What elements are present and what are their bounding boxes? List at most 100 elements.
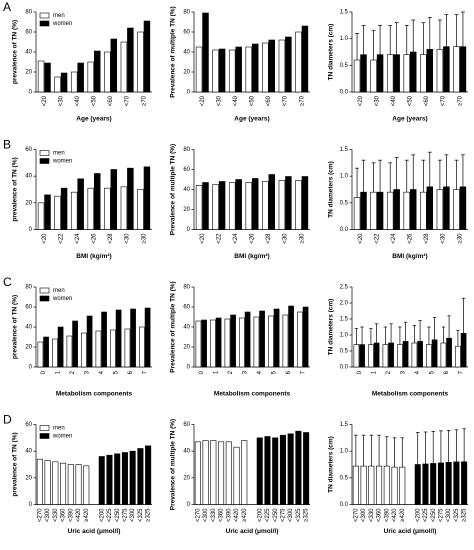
bar	[124, 328, 131, 368]
bar	[426, 344, 432, 368]
bar	[137, 448, 144, 505]
bar	[376, 54, 384, 93]
y-tick-label: 0.0	[340, 227, 349, 233]
y-tick-label: 0	[29, 502, 33, 508]
x-tick-label: <250	[431, 508, 437, 522]
bar	[353, 59, 361, 93]
bar	[52, 461, 59, 505]
x-tick-label: <24	[75, 233, 81, 244]
bar	[287, 433, 294, 505]
bar	[430, 463, 437, 505]
x-tick-label: 5	[429, 370, 435, 374]
bar	[143, 166, 151, 230]
legend-label: men	[53, 288, 65, 294]
bar	[210, 440, 217, 505]
bar	[67, 464, 74, 505]
bar	[426, 49, 434, 93]
bar	[60, 462, 67, 505]
y-tick-label: 80	[183, 285, 190, 291]
bar	[436, 49, 444, 93]
y-tick-label: 60	[183, 305, 190, 311]
bar	[233, 446, 240, 505]
x-axis-label: Age (years)	[76, 116, 111, 123]
x-tick-label: <270	[37, 508, 43, 522]
bar	[295, 180, 302, 230]
bar	[391, 466, 398, 505]
x-axis-label: Age (years)	[234, 116, 269, 123]
x-tick-label: <420	[392, 508, 398, 522]
bar	[70, 191, 78, 230]
bar	[431, 339, 438, 368]
y-tick-label: 20	[183, 345, 190, 351]
bar	[194, 441, 201, 505]
x-tick-label: <420	[234, 508, 240, 522]
x-tick-label: <300	[288, 508, 294, 522]
x-tick-label: <30	[58, 95, 64, 106]
x-tick-label: 4	[99, 370, 105, 374]
y-axis-label: prevalence of TN (%)	[12, 157, 19, 221]
bar	[230, 314, 236, 368]
legend-label: men	[53, 13, 65, 19]
y-tick-label: 40	[25, 449, 32, 455]
x-tick-label: <300	[203, 508, 209, 522]
x-tick-label: ≥420	[84, 508, 90, 522]
bar	[273, 308, 280, 368]
y-tick-label: 60	[25, 422, 32, 428]
bar	[288, 305, 294, 368]
x-tick-label: <330	[53, 508, 59, 522]
bar	[95, 330, 102, 368]
bar	[235, 46, 242, 93]
bar	[225, 441, 232, 505]
y-tick-label: 0.5	[340, 349, 349, 355]
bar	[241, 440, 248, 505]
x-tick-label: 7	[300, 370, 306, 374]
y-tick-label: 0	[187, 502, 191, 508]
bar	[417, 341, 423, 368]
bar	[409, 189, 417, 230]
y-axis-label: prevalence of TN (%)	[12, 20, 19, 84]
x-tick-label: <20	[358, 233, 364, 244]
x-tick-label: <24	[233, 233, 239, 244]
x-tick-label: <390	[226, 508, 232, 522]
y-tick-label: 40	[183, 449, 190, 455]
bar	[264, 436, 271, 505]
legend-swatch	[39, 12, 50, 19]
bar	[94, 173, 101, 230]
panel-letter: B	[3, 138, 11, 152]
bar	[353, 344, 360, 368]
bar	[72, 320, 78, 368]
legend-swatch	[39, 158, 50, 164]
x-tick-label: <28	[266, 233, 272, 244]
bar	[57, 326, 64, 368]
y-tick-label: 0	[187, 90, 191, 96]
bar	[98, 456, 105, 505]
x-tick-label: <20	[42, 233, 48, 244]
y-tick-label: 0	[187, 365, 191, 371]
bar	[279, 434, 286, 505]
x-tick-label: <390	[68, 508, 74, 522]
bar	[212, 49, 219, 93]
x-tick-label: <30	[125, 233, 131, 244]
x-tick-label: 1	[55, 370, 61, 374]
bar	[195, 185, 203, 230]
bar	[455, 345, 461, 368]
x-tick-label: <300	[361, 508, 367, 522]
x-tick-label: <200	[99, 508, 105, 522]
legend-swatch	[39, 433, 50, 439]
bar	[360, 465, 367, 505]
bar	[252, 43, 259, 93]
legend-label: men	[53, 151, 65, 157]
x-tick-label: <330	[369, 508, 375, 522]
x-tick-label: <270	[353, 508, 359, 522]
y-tick-label: 40	[25, 174, 32, 180]
bar	[376, 191, 384, 230]
x-tick-label: ≥30	[457, 233, 463, 244]
bar	[370, 191, 377, 230]
y-tick-label: 40	[183, 325, 190, 331]
x-tick-label: <40	[391, 95, 397, 106]
x-tick-label: 3	[242, 370, 248, 374]
x-tick-label: 3	[84, 370, 90, 374]
bar	[301, 176, 309, 230]
bar	[370, 59, 377, 93]
y-tick-label: 60	[25, 305, 32, 311]
